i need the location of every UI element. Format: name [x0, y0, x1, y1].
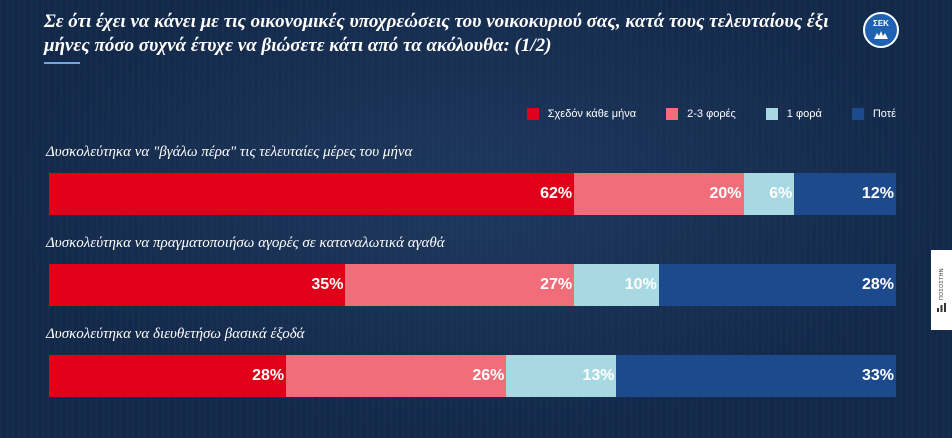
data-label: 13% [582, 367, 615, 384]
legend-swatch [526, 108, 539, 120]
stacked-bar: 62% 20% 6% 12% [49, 173, 896, 215]
legend-swatch [666, 108, 679, 120]
data-label: 62% [540, 185, 573, 202]
bar-segment: 27% [345, 264, 575, 306]
side-tab-label: ΠΟΣΟΣΤΗΝ [938, 267, 945, 300]
bar-segment: 6% [743, 173, 795, 215]
legend-item: Ποτέ [851, 108, 896, 120]
title-underline [44, 62, 80, 64]
bar-segment: 26% [286, 355, 507, 397]
data-label: 20% [709, 185, 742, 202]
bar-segment: 62% [49, 173, 575, 215]
page-title: Σε ότι έχει να κάνει με τις οικονομικές … [44, 11, 829, 56]
data-label: 6% [769, 185, 793, 202]
bar-segment: 20% [574, 173, 744, 215]
bar-segment: 10% [574, 264, 659, 306]
bar-segment: 33% [616, 355, 896, 397]
data-label: 28% [861, 276, 894, 293]
legend-label: Ποτέ [872, 108, 896, 120]
category-label: Δυσκολεύτηκα να διευθετήσω βασικά έξοδά [46, 326, 305, 342]
category-label: Δυσκολεύτηκα να "βγάλω πέρα" τις τελευτα… [46, 144, 413, 160]
sek-logo-icon [874, 31, 888, 39]
stacked-bar: 28% 26% 13% 33% [49, 355, 896, 397]
legend-swatch [765, 108, 778, 120]
data-label: 12% [861, 185, 894, 202]
data-label: 26% [472, 367, 505, 384]
legend-label: 2-3 φορές [687, 108, 736, 120]
data-label: 28% [252, 367, 285, 384]
data-label: 33% [861, 367, 894, 384]
category-label: Δυσκολεύτηκα να πραγματοποιήσω αγορές σε… [46, 235, 445, 251]
bar-segment: 28% [658, 264, 896, 306]
legend-label: Σχεδόν κάθε μήνα [547, 108, 637, 120]
chart-icon [937, 303, 946, 313]
legend-swatch [851, 108, 864, 120]
logo-text: ΣΕΚ [873, 19, 889, 28]
bar-segment: 12% [794, 173, 896, 215]
bar-segment: 13% [506, 355, 617, 397]
legend-item: Σχεδόν κάθε μήνα [526, 108, 637, 120]
chart-legend: Σχεδόν κάθε μήνα 2-3 φορές 1 φορά Ποτέ [497, 106, 896, 122]
data-label: 35% [311, 276, 344, 293]
data-label: 27% [540, 276, 573, 293]
data-label: 10% [624, 276, 657, 293]
legend-label: 1 φορά [786, 108, 822, 120]
legend-item: 1 φορά [765, 108, 822, 120]
stacked-bar: 35% 27% 10% 28% [49, 264, 896, 306]
bar-segment: 28% [49, 355, 287, 397]
bar-segment: 35% [49, 264, 346, 306]
side-tab[interactable]: ΠΟΣΟΣΤΗΝ [931, 250, 952, 330]
sek-logo: ΣΕΚ [863, 12, 899, 48]
legend-item: 2-3 φορές [666, 108, 736, 120]
